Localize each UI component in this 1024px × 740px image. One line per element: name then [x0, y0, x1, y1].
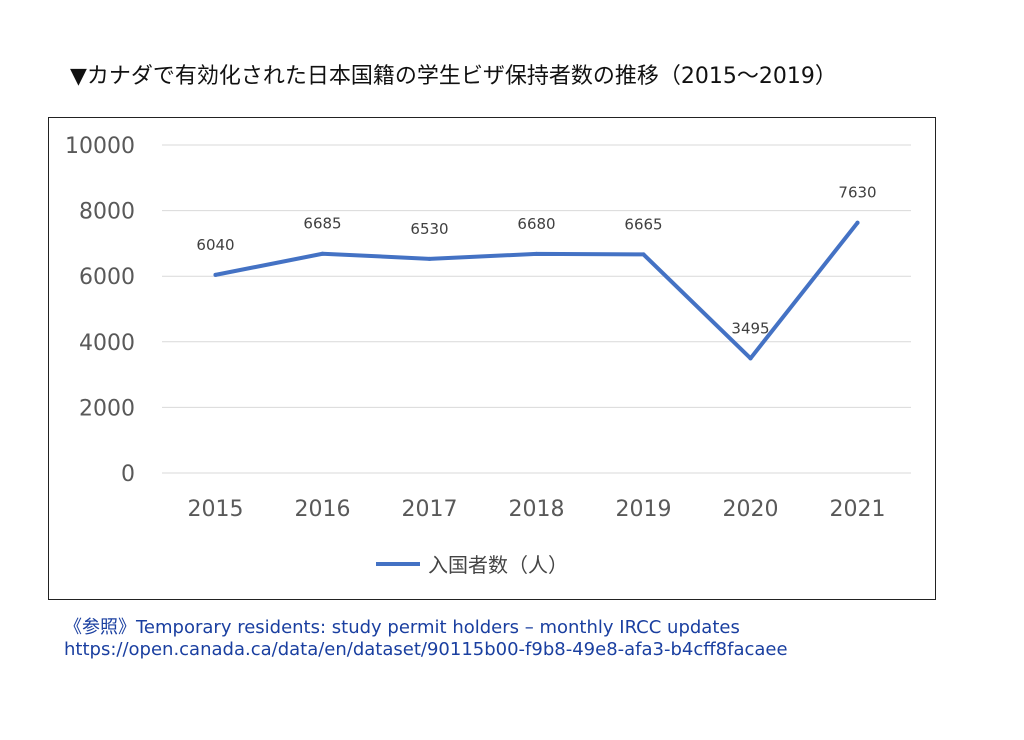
y-tick-label: 4000: [79, 331, 135, 356]
data-point: [427, 256, 432, 261]
data-label: 6685: [303, 215, 341, 233]
y-tick-label: 6000: [79, 265, 135, 290]
series-line: [213, 220, 860, 361]
y-tick-label: 0: [121, 462, 135, 487]
data-label: 3495: [731, 319, 769, 337]
x-tick-label: 2017: [402, 497, 458, 522]
data-point: [213, 272, 218, 277]
data-labels: 6040 6685 6530 6680 6665 3495 7630: [196, 184, 876, 338]
data-point: [641, 252, 646, 257]
gridlines: [162, 144, 911, 474]
legend-label: 入国者数（人）: [428, 553, 568, 577]
chart-frame: [48, 117, 936, 600]
reference-note: 《参照》Temporary residents: study permit ho…: [64, 617, 788, 661]
y-tick-label: 10000: [65, 134, 135, 159]
data-point: [320, 251, 325, 256]
x-tick-label: 2016: [295, 497, 351, 522]
y-axis-ticks: 0 2000 4000 6000 8000 10000: [65, 134, 135, 487]
data-point: [748, 356, 753, 361]
data-label: 6665: [624, 215, 662, 233]
data-label: 6680: [517, 215, 555, 233]
x-tick-label: 2019: [616, 497, 672, 522]
y-tick-label: 2000: [79, 396, 135, 421]
x-tick-label: 2018: [509, 497, 565, 522]
reference-line-1: 《参照》Temporary residents: study permit ho…: [64, 617, 740, 638]
x-tick-label: 2020: [723, 497, 779, 522]
data-label: 6040: [196, 236, 234, 254]
y-tick-label: 8000: [79, 200, 135, 225]
x-tick-label: 2015: [188, 497, 244, 522]
reference-url[interactable]: https://open.canada.ca/data/en/dataset/9…: [64, 639, 788, 660]
legend: 入国者数（人）: [376, 553, 568, 577]
chart-title: ▼カナダで有効化された日本国籍の学生ビザ保持者数の推移（2015～2019）: [70, 64, 837, 89]
x-axis-ticks: 2015 2016 2017 2018 2019 2020 2021: [188, 497, 886, 522]
series-layer: [213, 220, 860, 361]
x-tick-label: 2021: [830, 497, 886, 522]
data-point: [534, 251, 539, 256]
data-label: 6530: [410, 220, 448, 238]
data-point: [855, 220, 860, 225]
data-label: 7630: [838, 184, 876, 202]
